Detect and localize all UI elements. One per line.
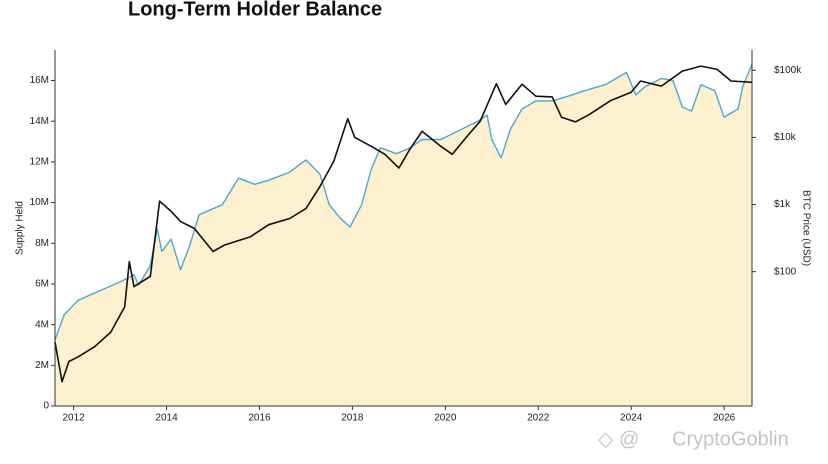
y2-axis-label: BTC Price (USD) <box>800 190 811 266</box>
series-line <box>54 65 753 383</box>
y-tick-label: 4M <box>35 319 49 330</box>
series-line <box>54 63 753 341</box>
y-tick-label: 8M <box>35 238 49 249</box>
y-tick-label: 16M <box>30 75 49 86</box>
y2-tick-label: $100k <box>774 65 802 76</box>
watermark-icon: ◇ @ <box>598 428 639 450</box>
x-tick-label: 2024 <box>620 413 643 424</box>
supply-area <box>55 64 752 406</box>
y2-tick-label: $10k <box>774 132 797 143</box>
x-tick-label: 2026 <box>713 413 736 424</box>
chart-title: Long-Term Holder Balance <box>128 0 382 20</box>
y-tick-label: 0 <box>43 401 49 412</box>
x-tick-label: 2022 <box>527 413 550 424</box>
y2-tick-label: $100 <box>774 266 797 277</box>
x-tick-label: 2018 <box>341 413 364 424</box>
x-tick-label: 2014 <box>155 413 178 424</box>
x-tick-label: 2016 <box>248 413 271 424</box>
y-tick-label: 2M <box>35 360 49 371</box>
y-tick-label: 10M <box>30 197 49 208</box>
y-tick-label: 12M <box>30 157 49 168</box>
x-tick-label: 2012 <box>62 413 85 424</box>
y2-tick-label: $1k <box>774 199 791 210</box>
y-tick-label: 14M <box>30 116 49 127</box>
x-tick-label: 2020 <box>434 413 457 424</box>
y-axis-label: Supply Held <box>15 201 26 255</box>
y-tick-label: 6M <box>35 279 49 290</box>
watermark: CryptoGoblin <box>672 428 789 450</box>
